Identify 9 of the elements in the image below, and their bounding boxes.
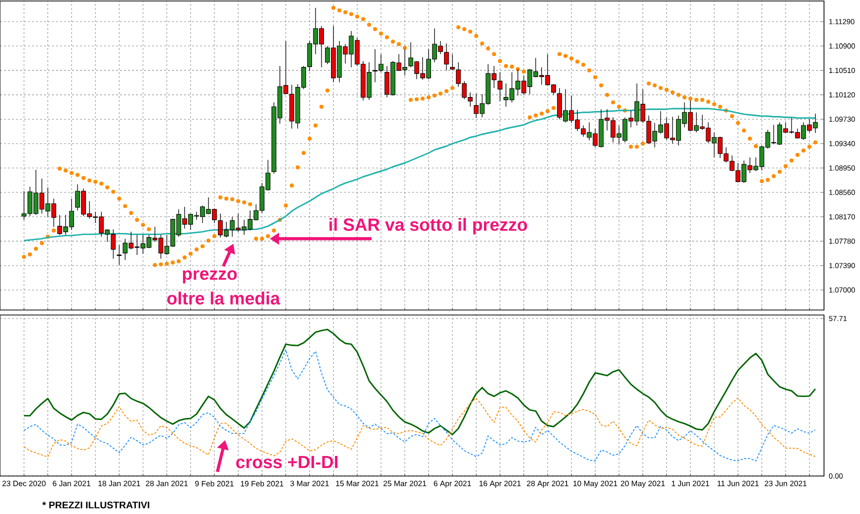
candlestick <box>498 72 502 102</box>
candlestick <box>444 43 449 71</box>
candlestick <box>116 244 122 266</box>
annotation: il SAR va sotto il prezzo <box>329 218 528 234</box>
annotation: prezzo <box>182 270 237 284</box>
text: * PREZZI ILLUSTRATIVI <box>42 502 150 508</box>
annotation: oltre la media <box>167 292 280 305</box>
candlestick <box>450 54 455 70</box>
annotation: cross +DI-DI <box>236 456 338 468</box>
